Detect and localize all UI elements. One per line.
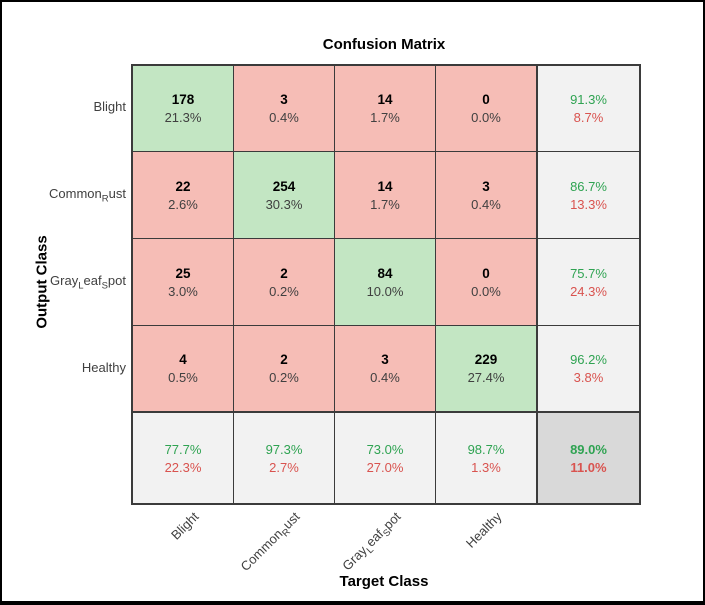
row-summary-cell-1: 86.7% 13.3% (538, 152, 639, 239)
matrix-cell-r1c1: 254 30.3% (234, 152, 335, 239)
matrix-cell-r3c1: 2 0.2% (234, 326, 335, 413)
matrix-cell-r0c0: 178 21.3% (133, 66, 234, 152)
matrix-cell-r3c2: 3 0.4% (335, 326, 436, 413)
col-summary-cell-3: 98.7% 1.3% (436, 413, 538, 503)
y-tick-label-2: GrayLeafSpot (50, 272, 126, 292)
x-axis-title: Target Class (339, 573, 429, 590)
x-tick-label-2: GrayLeafSpot (338, 509, 404, 574)
matrix-cell-r2c2: 84 10.0% (335, 239, 436, 326)
matrix-cell-r0c3: 0 0.0% (436, 66, 538, 152)
overall-accuracy-cell: 89.0% 11.0% (538, 413, 639, 503)
matrix-cell-r2c1: 2 0.2% (234, 239, 335, 326)
confusion-matrix-grid: 178 21.3% 3 0.4% 14 1.7% 0 0.0% 91.3% 8.7% 22 2.6% 2… (131, 64, 641, 505)
matrix-cell-r0c2: 14 1.7% (335, 66, 436, 152)
matrix-cell-r0c1: 3 0.4% (234, 66, 335, 152)
matrix-cell-r1c3: 3 0.4% (436, 152, 538, 239)
x-tick-label-3: Healthy (462, 509, 505, 551)
y-tick-label-3: Healthy (81, 359, 126, 375)
matrix-cell-r3c0: 4 0.5% (133, 326, 234, 413)
chart-title: Confusion Matrix (322, 36, 446, 53)
matrix-cell-r3c3: 229 27.4% (436, 326, 538, 413)
x-tick-label-0: Blight (167, 509, 202, 543)
col-summary-cell-1: 97.3% 2.7% (234, 413, 335, 503)
col-summary-cell-2: 73.0% 27.0% (335, 413, 436, 503)
row-summary-cell-0: 91.3% 8.7% (538, 66, 639, 152)
x-tick-label-1: CommonRust (237, 509, 303, 575)
row-summary-cell-3: 96.2% 3.8% (538, 326, 639, 413)
matrix-cell-r1c2: 14 1.7% (335, 152, 436, 239)
col-summary-cell-0: 77.7% 22.3% (133, 413, 234, 503)
matrix-cell-r2c3: 0 0.0% (436, 239, 538, 326)
y-tick-label-1: CommonRust (49, 185, 126, 205)
matrix-cell-r1c0: 22 2.6% (133, 152, 234, 239)
row-summary-cell-2: 75.7% 24.3% (538, 239, 639, 326)
matrix-cell-r2c0: 25 3.0% (133, 239, 234, 326)
y-tick-label-0: Blight (93, 99, 126, 114)
